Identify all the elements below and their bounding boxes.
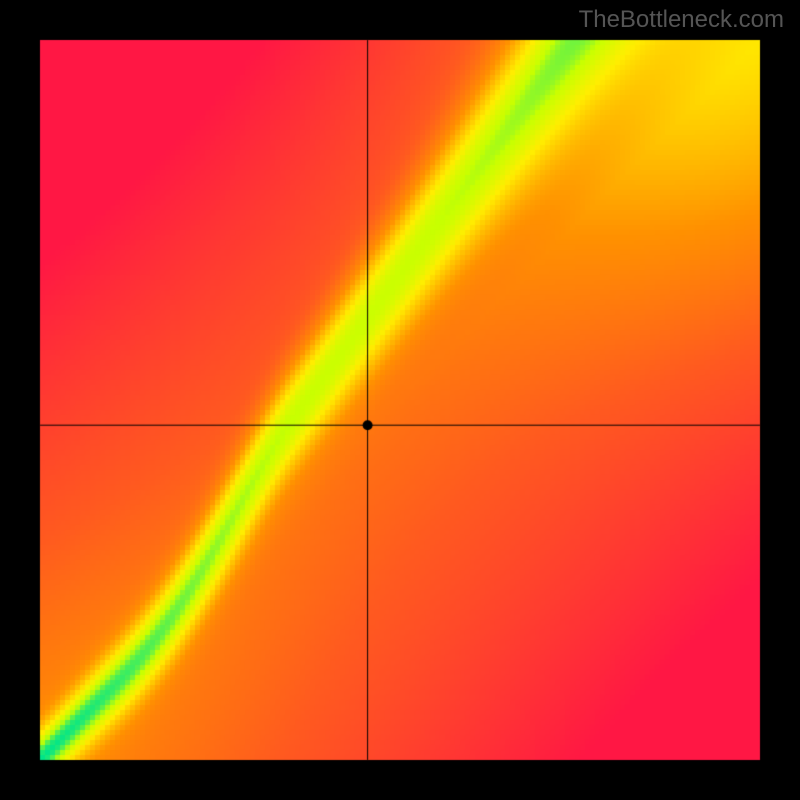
chart-container: TheBottleneck.com xyxy=(0,0,800,800)
watermark-text: TheBottleneck.com xyxy=(579,6,784,34)
overlay-canvas xyxy=(0,0,800,800)
